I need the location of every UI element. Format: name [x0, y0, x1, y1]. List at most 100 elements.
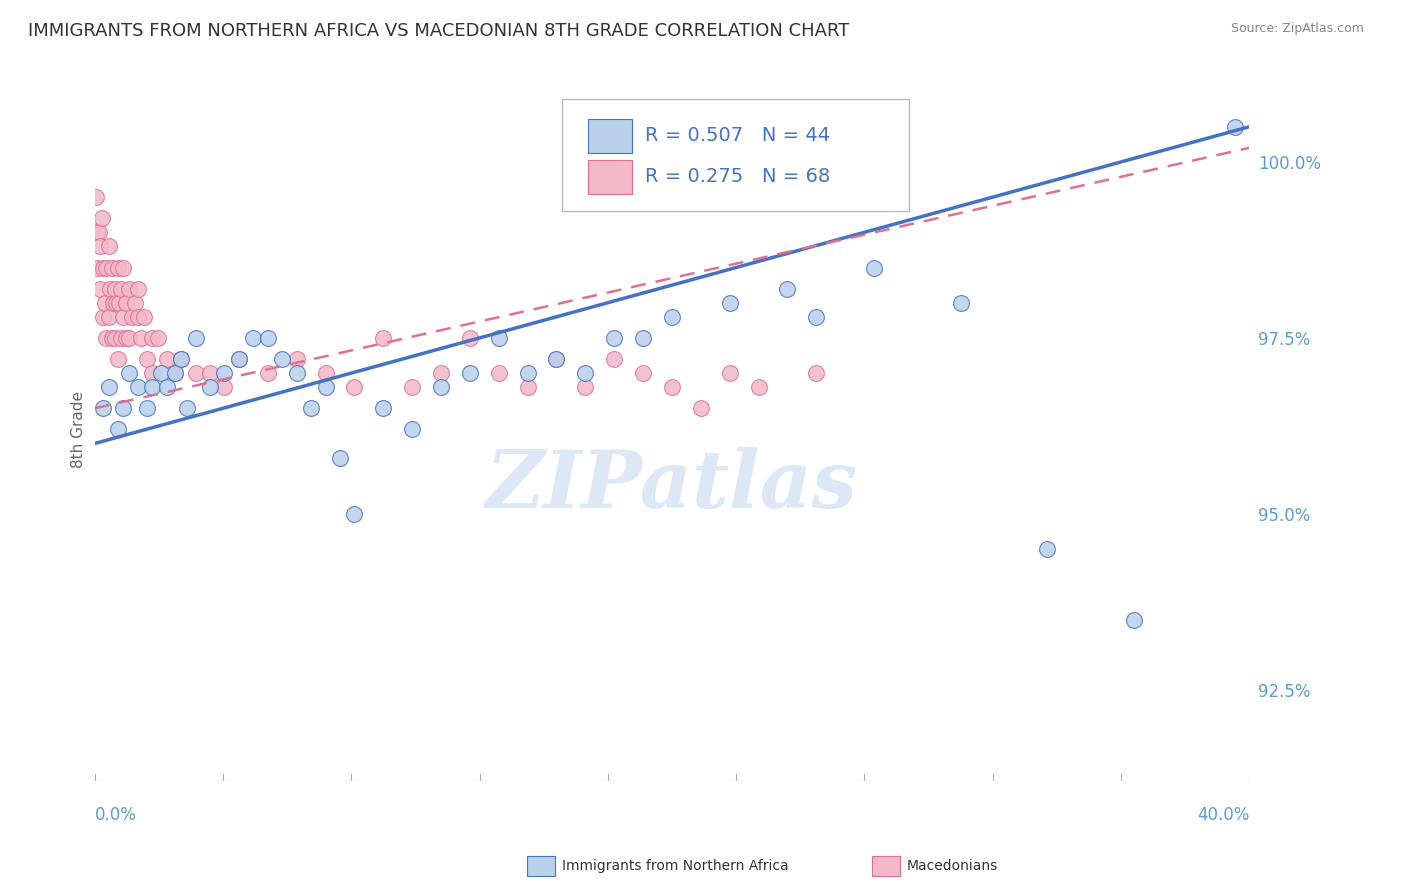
Point: [603, 331, 626, 345]
Point: [488, 331, 510, 345]
Point: [516, 380, 538, 394]
Point: [141, 366, 163, 380]
Point: [86, 260, 108, 275]
Text: R = 0.507   N = 44: R = 0.507 N = 44: [645, 126, 831, 145]
FancyBboxPatch shape: [562, 98, 908, 211]
Point: [101, 260, 124, 275]
Point: [121, 310, 143, 324]
Point: [87, 225, 110, 239]
Point: [101, 331, 124, 345]
Point: [86, 225, 108, 239]
Point: [574, 380, 596, 394]
Point: [127, 282, 149, 296]
Point: [863, 260, 886, 275]
Text: 0.0%: 0.0%: [94, 806, 136, 824]
Point: [285, 352, 308, 367]
Point: [949, 295, 972, 310]
Point: [315, 380, 337, 394]
Y-axis label: 8th Grade: 8th Grade: [72, 391, 86, 468]
Point: [127, 310, 149, 324]
Point: [103, 295, 125, 310]
Point: [89, 239, 111, 253]
Point: [516, 366, 538, 380]
Point: [98, 380, 121, 394]
Text: IMMIGRANTS FROM NORTHERN AFRICA VS MACEDONIAN 8TH GRADE CORRELATION CHART: IMMIGRANTS FROM NORTHERN AFRICA VS MACED…: [28, 22, 849, 40]
Point: [228, 352, 250, 367]
Point: [170, 352, 193, 367]
Point: [373, 401, 395, 416]
Text: Source: ZipAtlas.com: Source: ZipAtlas.com: [1230, 22, 1364, 36]
Point: [458, 331, 481, 345]
Bar: [588, 160, 631, 194]
Point: [115, 331, 138, 345]
Point: [94, 331, 117, 345]
Point: [242, 331, 264, 345]
Text: 40.0%: 40.0%: [1197, 806, 1250, 824]
Point: [546, 352, 568, 367]
Point: [129, 331, 152, 345]
Point: [149, 366, 172, 380]
Text: ZIPatlas: ZIPatlas: [486, 447, 858, 524]
Point: [343, 507, 366, 521]
Point: [124, 295, 146, 310]
Point: [661, 380, 683, 394]
Point: [118, 282, 141, 296]
Point: [98, 310, 121, 324]
Point: [631, 366, 654, 380]
Point: [184, 366, 207, 380]
Point: [776, 282, 799, 296]
Point: [112, 260, 135, 275]
Point: [806, 366, 828, 380]
Point: [104, 282, 127, 296]
Point: [603, 352, 626, 367]
Point: [401, 380, 423, 394]
Point: [91, 401, 114, 416]
Point: [100, 282, 122, 296]
Point: [806, 310, 828, 324]
Point: [271, 352, 294, 367]
Point: [546, 352, 568, 367]
Point: [156, 380, 179, 394]
Point: [110, 331, 132, 345]
Point: [89, 282, 111, 296]
Point: [135, 352, 157, 367]
Text: Immigrants from Northern Africa: Immigrants from Northern Africa: [562, 859, 789, 873]
Point: [689, 401, 711, 416]
Point: [401, 422, 423, 436]
Point: [112, 401, 135, 416]
Point: [141, 331, 163, 345]
Point: [93, 295, 115, 310]
Point: [118, 366, 141, 380]
Point: [299, 401, 322, 416]
Point: [1122, 613, 1144, 627]
Point: [373, 331, 395, 345]
Point: [98, 239, 121, 253]
Point: [104, 331, 127, 345]
Point: [1036, 542, 1059, 557]
Point: [110, 282, 132, 296]
Point: [214, 380, 236, 394]
Point: [165, 366, 187, 380]
Point: [94, 260, 117, 275]
Point: [458, 366, 481, 380]
Point: [718, 295, 741, 310]
Point: [141, 380, 163, 394]
Point: [112, 310, 135, 324]
Point: [146, 331, 169, 345]
Point: [184, 331, 207, 345]
Point: [256, 331, 278, 345]
Point: [343, 380, 366, 394]
Point: [748, 380, 770, 394]
Point: [718, 366, 741, 380]
Point: [256, 366, 278, 380]
Point: [214, 366, 236, 380]
Point: [107, 260, 129, 275]
Point: [91, 310, 114, 324]
Text: R = 0.275   N = 68: R = 0.275 N = 68: [645, 167, 831, 186]
Point: [631, 331, 654, 345]
Point: [91, 260, 114, 275]
Point: [285, 366, 308, 380]
Point: [198, 380, 221, 394]
Point: [430, 366, 453, 380]
Point: [170, 352, 193, 367]
